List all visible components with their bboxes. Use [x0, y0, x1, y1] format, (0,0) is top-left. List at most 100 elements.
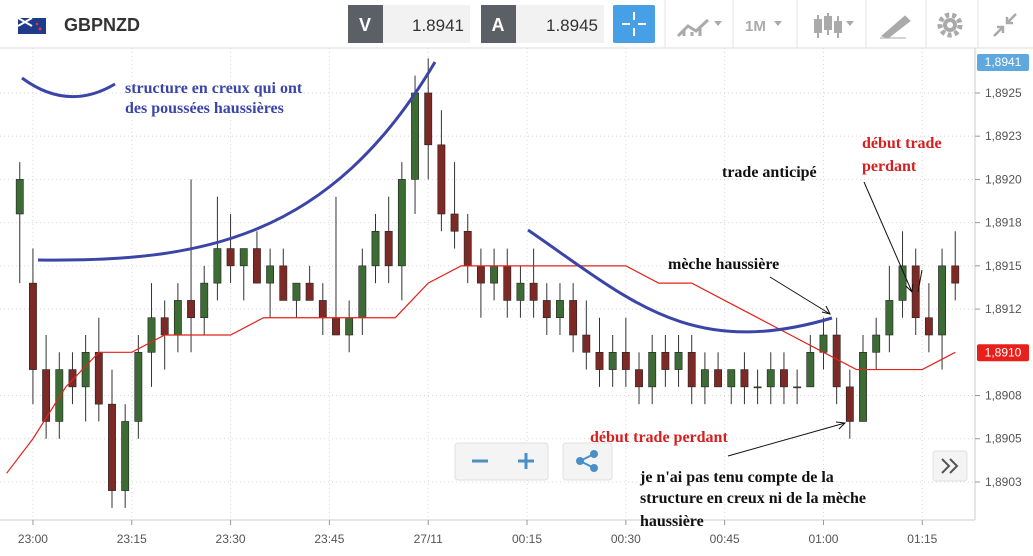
- x-tick-label: 00:15: [512, 532, 542, 546]
- candle-body: [885, 300, 894, 336]
- share-icon: [576, 450, 598, 472]
- candle-body: [345, 317, 354, 336]
- sell-price-box[interactable]: [383, 5, 470, 43]
- candle-body: [134, 351, 143, 422]
- scroll-icon: [941, 458, 959, 474]
- candle-body: [160, 317, 169, 336]
- candle-body: [687, 351, 696, 388]
- candle-body: [318, 300, 327, 319]
- candle-body: [384, 230, 393, 267]
- candle-body: [938, 265, 946, 336]
- sell-price: 1.8941: [412, 16, 464, 35]
- symbol: GBPNZD: [64, 15, 140, 35]
- candle-body: [187, 300, 195, 319]
- candle-body: [714, 369, 722, 388]
- candle-body: [476, 265, 485, 284]
- y-tick-label: 1,8915: [985, 259, 1022, 273]
- candle-body: [635, 369, 643, 388]
- price-marker-label: 1,8910: [985, 345, 1022, 359]
- y-tick-label: 1,8903: [985, 475, 1022, 489]
- candle-body: [740, 369, 749, 388]
- candle-body: [437, 144, 446, 215]
- candle-body: [582, 334, 591, 353]
- candle-body: [806, 351, 815, 388]
- candle-body: [872, 334, 881, 353]
- chart-type-icon[interactable]: [676, 18, 710, 38]
- crosshair-button[interactable]: [613, 5, 655, 43]
- buy-price: 1.8945: [546, 16, 598, 35]
- candle-body: [266, 265, 275, 284]
- candle-body: [700, 369, 709, 388]
- collapse-icon[interactable]: [993, 13, 1017, 37]
- annotation: je n'ai pas tenu compte de la: [639, 469, 834, 486]
- y-tick-label: 1,8908: [985, 389, 1022, 403]
- x-tick-label: 00:30: [611, 532, 641, 546]
- annotation: trade anticipé: [722, 164, 817, 181]
- candle-body: [516, 282, 525, 301]
- candle-body: [358, 265, 367, 319]
- crosshair-icon: [622, 12, 646, 36]
- candle-body: [253, 248, 261, 284]
- x-tick-label: 00:45: [710, 532, 740, 546]
- candle-body: [305, 282, 314, 301]
- candle-body: [556, 300, 564, 319]
- candle-body: [226, 248, 235, 267]
- x-tick-label: 01:15: [907, 532, 937, 546]
- candle-body: [173, 300, 182, 336]
- annotation-drawings: [21, 61, 923, 457]
- candle-body: [55, 369, 64, 422]
- dropdown-arrow: [774, 21, 782, 26]
- draw-icon[interactable]: [880, 15, 911, 39]
- zoom-controls: [454, 442, 968, 482]
- price-marker-label: 1,8941: [985, 55, 1022, 69]
- zoom-in[interactable]: [518, 453, 534, 469]
- candle-body: [42, 369, 51, 422]
- candle-body: [94, 351, 103, 405]
- candle-body: [898, 265, 907, 301]
- annotation: mèche haussière: [668, 256, 779, 273]
- candle-body: [753, 386, 762, 389]
- candle-icon[interactable]: [814, 13, 842, 38]
- annotation: début trade: [862, 135, 942, 152]
- annotation: des poussées haussières: [125, 100, 284, 117]
- buy-button[interactable]: [481, 5, 516, 43]
- settings-icon[interactable]: [937, 12, 963, 38]
- candle-body: [121, 421, 130, 491]
- sell-button[interactable]: [348, 5, 383, 43]
- candle-body: [279, 265, 288, 301]
- annotation: structure en creux ni de la mèche: [640, 490, 866, 507]
- moving-average: [6, 265, 956, 474]
- candle-body: [108, 403, 116, 491]
- candle-body: [674, 351, 683, 370]
- y-tick-label: 1,8905: [985, 432, 1022, 446]
- annotation: haussière: [640, 513, 704, 530]
- timeframe[interactable]: 1M: [745, 18, 766, 35]
- candle-body: [503, 265, 512, 301]
- plot: 1,8925 1,8923 1,8920 1,8918 1,8915 1,8912 1,89…: [0, 48, 1029, 546]
- buy-label: A: [492, 15, 505, 35]
- candle-body: [397, 179, 406, 267]
- candle-body: [793, 386, 802, 389]
- x-tick-label: 01:00: [808, 532, 838, 546]
- candle-body: [621, 351, 630, 370]
- x-tick-label: 23:45: [314, 532, 344, 546]
- candle-body: [595, 351, 604, 370]
- candle-body: [951, 265, 960, 284]
- separators: [664, 0, 979, 48]
- candle-body: [542, 300, 551, 319]
- candle-body: [859, 351, 867, 422]
- y-tick-label: 1,8925: [985, 86, 1022, 100]
- candle-body: [213, 248, 222, 284]
- flag: [17, 17, 46, 34]
- candle-body: [15, 179, 24, 215]
- candle-body: [424, 92, 433, 146]
- share-button[interactable]: [562, 442, 613, 481]
- y-tick-label: 1,8912: [985, 302, 1022, 316]
- candle-body: [29, 282, 37, 370]
- buy-price-box[interactable]: [516, 5, 604, 43]
- candle-body: [490, 265, 499, 284]
- dropdown-arrow: [714, 21, 722, 26]
- sell-label: V: [359, 15, 371, 35]
- candle-body: [200, 282, 209, 319]
